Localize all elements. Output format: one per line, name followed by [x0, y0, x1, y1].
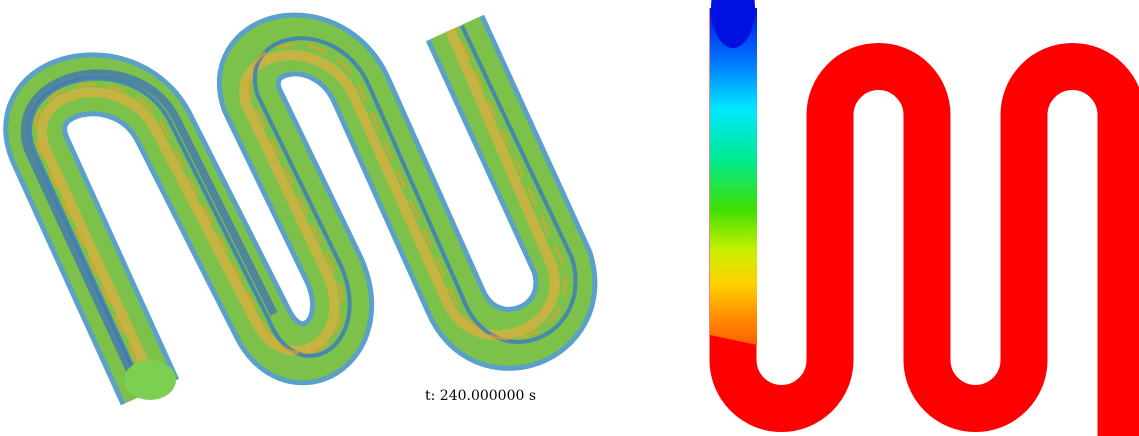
page: t: 240.000000 s — [0, 0, 1139, 436]
time-annotation: t: 240.000000 s — [425, 388, 536, 404]
streamlines — [25, 26, 576, 400]
visualization: t: 240.000000 s — [0, 0, 1139, 436]
contour-plot — [710, 0, 1121, 436]
